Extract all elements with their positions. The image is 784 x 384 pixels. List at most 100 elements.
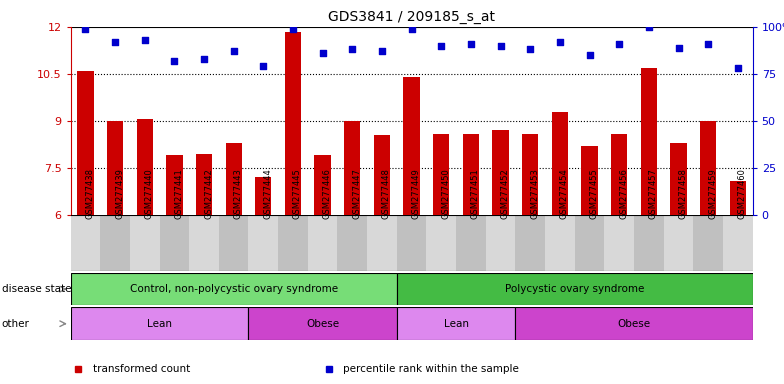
Bar	[433, 134, 449, 215]
Bar	[545, 215, 575, 271]
Bar	[456, 215, 486, 271]
Text: percentile rank within the sample: percentile rank within the sample	[343, 364, 519, 374]
Bar	[100, 215, 130, 271]
Bar	[71, 273, 397, 305]
Bar	[664, 215, 693, 271]
Point	[731, 65, 744, 71]
Bar	[278, 215, 308, 271]
Bar	[463, 134, 479, 215]
Point	[287, 26, 299, 32]
Text: GSM277443: GSM277443	[234, 169, 243, 220]
Point	[317, 50, 329, 56]
Point	[702, 41, 714, 47]
Bar	[486, 215, 515, 271]
Bar	[367, 215, 397, 271]
Point	[524, 46, 536, 53]
Bar	[78, 71, 93, 215]
Point	[168, 58, 180, 64]
Bar	[426, 215, 456, 271]
Point	[227, 48, 240, 55]
Text: GSM277451: GSM277451	[471, 169, 480, 220]
Bar	[255, 177, 271, 215]
Bar	[575, 215, 604, 271]
Bar	[515, 215, 545, 271]
Text: Control, non-polycystic ovary syndrome: Control, non-polycystic ovary syndrome	[129, 284, 338, 294]
Text: GSM277456: GSM277456	[619, 169, 628, 220]
Bar	[730, 180, 746, 215]
Text: GSM277452: GSM277452	[500, 169, 510, 220]
Point	[583, 52, 596, 58]
Text: GSM277438: GSM277438	[85, 169, 94, 220]
Bar	[249, 215, 278, 271]
Text: GSM277454: GSM277454	[560, 169, 569, 220]
Text: disease state: disease state	[2, 284, 71, 294]
Text: Lean: Lean	[147, 318, 172, 329]
Bar	[604, 215, 634, 271]
Bar	[189, 215, 219, 271]
Text: GSM277444: GSM277444	[263, 169, 272, 220]
Bar	[522, 134, 539, 215]
Bar	[344, 121, 361, 215]
Bar	[693, 215, 723, 271]
Point	[405, 26, 418, 32]
Bar	[308, 215, 337, 271]
Bar	[107, 121, 123, 215]
Bar	[374, 135, 390, 215]
Point	[79, 26, 92, 32]
Text: GSM277455: GSM277455	[590, 169, 598, 220]
Text: GSM277450: GSM277450	[441, 169, 450, 220]
Bar	[397, 273, 753, 305]
Bar	[166, 156, 183, 215]
Title: GDS3841 / 209185_s_at: GDS3841 / 209185_s_at	[328, 10, 495, 25]
Text: GSM277441: GSM277441	[174, 169, 183, 220]
Text: Obese: Obese	[306, 318, 339, 329]
Point	[109, 39, 122, 45]
Bar	[314, 156, 331, 215]
Bar	[404, 77, 419, 215]
Text: GSM277440: GSM277440	[145, 169, 154, 220]
Point	[376, 48, 388, 55]
Text: GSM277445: GSM277445	[293, 169, 302, 220]
Point	[435, 43, 448, 49]
Bar	[492, 131, 509, 215]
Point	[643, 24, 655, 30]
Text: GSM277449: GSM277449	[412, 169, 420, 220]
Bar	[226, 143, 241, 215]
Text: GSM277448: GSM277448	[382, 169, 391, 220]
Bar	[285, 31, 301, 215]
Text: Lean: Lean	[444, 318, 469, 329]
Bar	[641, 68, 657, 215]
Bar	[159, 215, 189, 271]
Text: GSM277442: GSM277442	[204, 169, 213, 220]
Bar	[723, 215, 753, 271]
Text: GSM277439: GSM277439	[115, 169, 124, 220]
Point	[198, 56, 210, 62]
Bar	[71, 215, 100, 271]
Bar	[552, 111, 568, 215]
Point	[139, 37, 151, 43]
Point	[672, 45, 684, 51]
Bar	[515, 307, 753, 340]
Bar	[249, 307, 397, 340]
Bar	[136, 119, 153, 215]
Point	[257, 63, 270, 70]
Point	[613, 41, 626, 47]
Bar	[582, 146, 597, 215]
Point	[554, 39, 566, 45]
Text: GSM277457: GSM277457	[649, 169, 658, 220]
Bar	[71, 307, 249, 340]
Bar	[611, 134, 627, 215]
Text: GSM277458: GSM277458	[678, 169, 688, 220]
Text: other: other	[2, 319, 30, 329]
Text: Polycystic ovary syndrome: Polycystic ovary syndrome	[505, 284, 644, 294]
Bar	[670, 143, 687, 215]
Text: GSM277447: GSM277447	[352, 169, 361, 220]
Bar	[634, 215, 664, 271]
Point	[346, 46, 358, 53]
Text: GSM277453: GSM277453	[530, 169, 539, 220]
Bar	[397, 307, 515, 340]
Text: GSM277446: GSM277446	[323, 169, 332, 220]
Text: transformed count: transformed count	[93, 364, 190, 374]
Bar	[130, 215, 159, 271]
Point	[494, 43, 506, 49]
